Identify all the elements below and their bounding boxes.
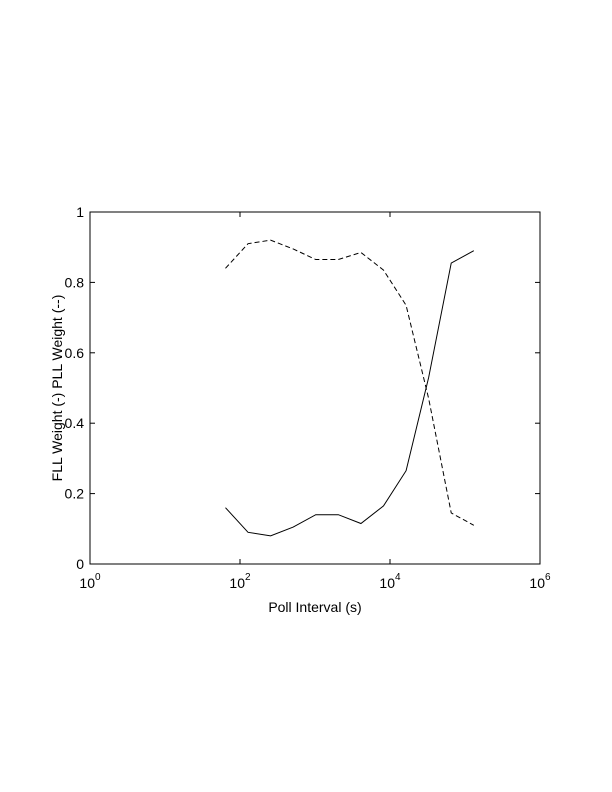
plot-frame bbox=[89, 211, 541, 565]
x-tick-exponent: 2 bbox=[245, 572, 251, 583]
x-tick-label: 106 bbox=[529, 572, 551, 591]
x-tick-label: 100 bbox=[79, 572, 101, 591]
x-tick-base: 10 bbox=[79, 575, 95, 591]
y-axis-label: FLL Weight (-) PLL Weight (--) bbox=[49, 295, 65, 482]
x-tick-base: 10 bbox=[529, 575, 545, 591]
x-tick-base: 10 bbox=[379, 575, 395, 591]
x-axis-label: Poll Interval (s) bbox=[268, 599, 361, 615]
x-tick-label: 104 bbox=[379, 572, 401, 591]
y-tick-label: 0.2 bbox=[65, 486, 85, 502]
x-tick-exponent: 0 bbox=[95, 572, 101, 583]
x-tick-exponent: 4 bbox=[395, 572, 401, 583]
x-tick-base: 10 bbox=[229, 575, 245, 591]
y-tick-label: 0.8 bbox=[65, 274, 85, 290]
data-line bbox=[225, 250, 475, 537]
x-tick-exponent: 6 bbox=[545, 572, 551, 583]
y-tick-label: 1 bbox=[76, 204, 84, 220]
y-tick-label: 0.4 bbox=[65, 415, 85, 431]
y-tick-label: 0 bbox=[76, 556, 84, 572]
data-line bbox=[225, 239, 475, 526]
x-tick-label: 102 bbox=[229, 572, 251, 591]
y-tick-label: 0.6 bbox=[65, 345, 85, 361]
